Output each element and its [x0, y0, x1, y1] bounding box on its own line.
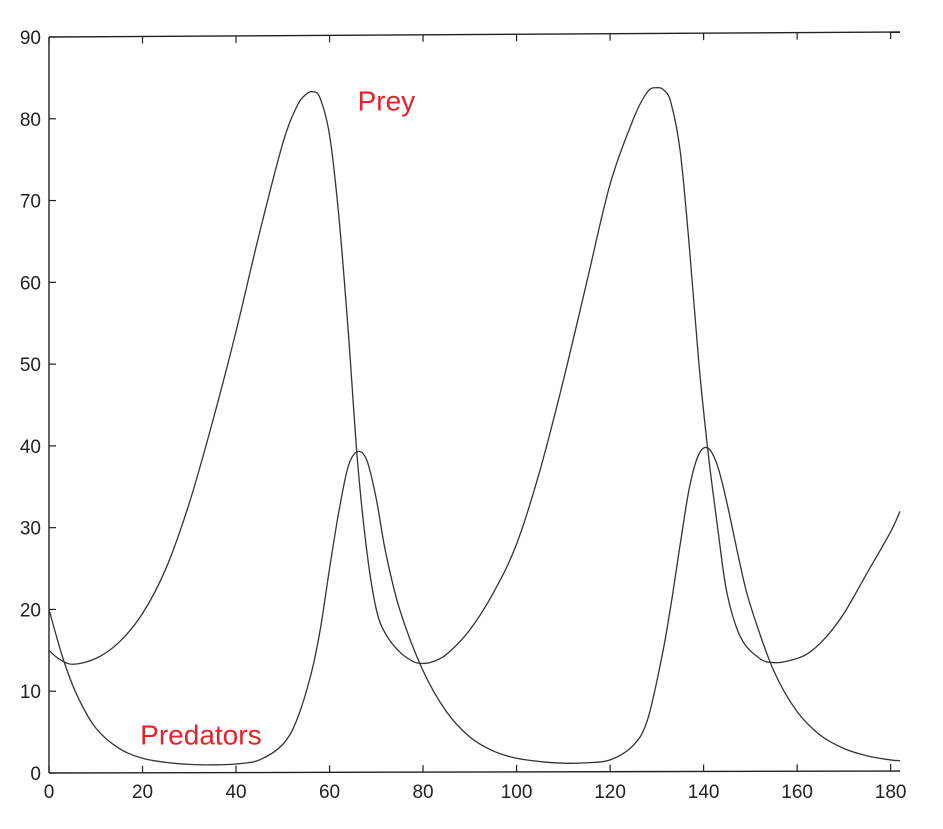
y-tick-label: 10: [20, 682, 41, 703]
y-tick-label: 70: [20, 192, 41, 213]
prey-series-line: [48, 86, 901, 665]
ticks-layer: 0 10 20 30 40 50 60 70 80 90 0 20 40 60 80 100 120 140 160…: [20, 28, 907, 803]
labels-layer: Prey Predators: [140, 86, 415, 751]
x-tick-label: 160: [781, 782, 813, 803]
series-layer: [48, 86, 901, 766]
y-tick-label: 50: [20, 355, 41, 376]
x-tick-label: 120: [594, 782, 626, 803]
y-tick-label: 30: [20, 519, 41, 540]
x-tick-label: 0: [44, 782, 55, 803]
top-frame-line: [48, 31, 901, 38]
x-axis-line: [48, 770, 901, 774]
prey-annotation: Prey: [358, 86, 416, 117]
x-tick-label: 180: [875, 782, 907, 803]
y-tick-label: 90: [20, 28, 41, 49]
y-tick-label: 80: [20, 110, 41, 131]
y-tick-label: 40: [20, 437, 41, 458]
x-tick-label: 20: [132, 782, 153, 803]
x-tick-label: 100: [501, 782, 533, 803]
y-tick-label: 20: [20, 600, 41, 621]
x-tick-label: 140: [688, 782, 720, 803]
predators-annotation: Predators: [140, 719, 261, 750]
x-tick-label: 60: [319, 782, 340, 803]
x-tick-label: 40: [225, 782, 246, 803]
predators-series-line: [48, 446, 901, 766]
x-tick-label: 80: [412, 782, 433, 803]
y-tick-label: 0: [30, 764, 41, 785]
y-tick-label: 60: [20, 273, 41, 294]
